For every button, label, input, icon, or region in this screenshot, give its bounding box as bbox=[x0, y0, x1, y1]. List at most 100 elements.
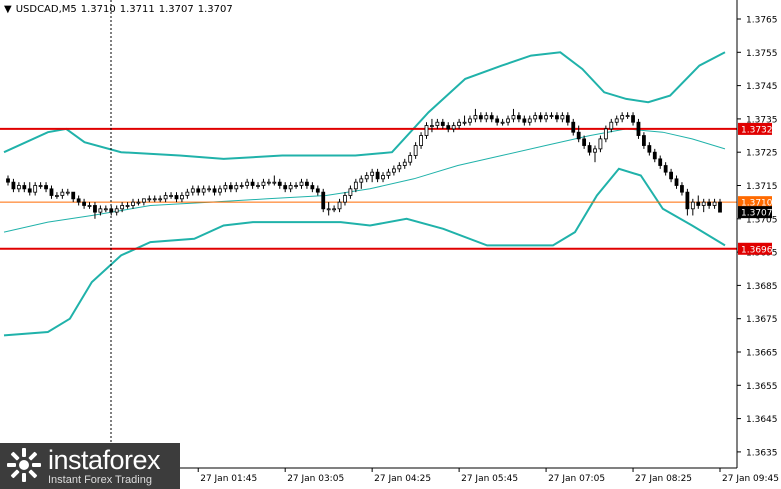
candle bbox=[642, 132, 646, 149]
candle-body bbox=[484, 115, 489, 120]
candle-body bbox=[658, 158, 663, 166]
last-bid-tag: 1.3707 bbox=[738, 206, 773, 219]
candle bbox=[685, 188, 690, 216]
candle-body bbox=[364, 175, 369, 180]
last-bid-tag-text: 1.3707 bbox=[741, 209, 773, 219]
candle-body bbox=[261, 181, 266, 186]
candle bbox=[484, 112, 489, 123]
candle bbox=[631, 112, 635, 126]
open-value: 1.3710 bbox=[80, 4, 116, 15]
candle bbox=[381, 172, 385, 183]
candle bbox=[451, 122, 456, 133]
instaforex-logo: instaforex Instant Forex Trading bbox=[0, 443, 180, 489]
candle-body bbox=[22, 185, 27, 190]
candle-body bbox=[440, 121, 445, 126]
candle-body bbox=[549, 115, 554, 117]
candle bbox=[250, 178, 255, 189]
candle bbox=[266, 178, 271, 186]
candle bbox=[658, 155, 663, 169]
candle bbox=[6, 175, 10, 186]
level-tag-1.3696-text: 1.3696 bbox=[741, 245, 773, 255]
y-tick-label: 1.3735 bbox=[746, 115, 778, 125]
candle bbox=[65, 188, 70, 196]
candle bbox=[489, 112, 494, 123]
candle bbox=[555, 112, 559, 123]
candle bbox=[424, 122, 429, 139]
candle bbox=[435, 118, 440, 129]
candle-body bbox=[544, 115, 548, 120]
candle bbox=[332, 205, 337, 213]
low-value: 1.3707 bbox=[158, 4, 194, 15]
candle-body bbox=[576, 131, 581, 140]
candle bbox=[544, 112, 548, 123]
candle bbox=[109, 205, 114, 216]
y-tick-label: 1.3715 bbox=[746, 182, 778, 192]
candle bbox=[27, 182, 32, 196]
candle bbox=[71, 191, 76, 203]
candle bbox=[60, 188, 65, 199]
candle bbox=[391, 165, 396, 176]
candle-body bbox=[245, 181, 250, 186]
candle bbox=[478, 112, 483, 123]
candle bbox=[598, 135, 603, 153]
candle bbox=[370, 168, 375, 183]
candle-body bbox=[299, 181, 304, 186]
candle-body bbox=[98, 208, 103, 213]
horizontal-levels[interactable] bbox=[0, 0, 737, 468]
candle-body bbox=[266, 181, 271, 184]
candle bbox=[169, 192, 173, 199]
candle bbox=[337, 198, 342, 213]
candle bbox=[419, 132, 423, 149]
candle-body bbox=[506, 118, 510, 123]
candle bbox=[413, 142, 418, 159]
candle bbox=[136, 198, 141, 206]
candle bbox=[533, 112, 538, 123]
candle-body bbox=[343, 195, 347, 203]
y-tick-label: 1.3725 bbox=[746, 149, 778, 159]
candle bbox=[663, 162, 668, 176]
candle-body bbox=[207, 188, 211, 191]
candle bbox=[446, 122, 451, 133]
candle-body bbox=[359, 178, 364, 183]
candle-body bbox=[27, 188, 32, 193]
candle-body bbox=[587, 145, 592, 153]
candle bbox=[234, 182, 239, 193]
candle-body bbox=[511, 115, 516, 120]
candle-body bbox=[647, 145, 652, 153]
candle-body bbox=[185, 191, 190, 196]
candle-body bbox=[348, 188, 353, 196]
candle-body bbox=[152, 198, 157, 201]
instaforex-logo-icon bbox=[7, 448, 41, 482]
candle bbox=[359, 175, 364, 189]
candle bbox=[44, 182, 48, 193]
x-tick-label: 27 Jan 07:05 bbox=[548, 474, 605, 484]
candle bbox=[620, 112, 625, 123]
candle bbox=[163, 192, 168, 203]
candle bbox=[288, 182, 293, 193]
last-bid-tag-bg bbox=[738, 206, 772, 219]
symbol-label: USDCAD,M5 bbox=[15, 4, 77, 15]
candle-body bbox=[424, 125, 429, 136]
current-price-tag-bg bbox=[738, 196, 772, 209]
candle-body bbox=[120, 205, 125, 210]
candle-body bbox=[277, 181, 282, 186]
candle-body bbox=[565, 115, 570, 123]
candle bbox=[549, 112, 554, 119]
candle bbox=[500, 118, 505, 126]
candle-body bbox=[288, 185, 293, 190]
header-arrow-icon[interactable]: ▼ bbox=[4, 4, 12, 15]
candle bbox=[614, 115, 619, 126]
candle bbox=[305, 178, 309, 189]
candle bbox=[707, 198, 712, 209]
candle-body bbox=[620, 115, 625, 120]
candle bbox=[174, 192, 179, 203]
candle-body bbox=[527, 118, 532, 123]
candle-body bbox=[522, 118, 527, 123]
candle bbox=[103, 205, 108, 213]
candle-body bbox=[201, 188, 206, 193]
candle bbox=[261, 178, 266, 189]
candle-body bbox=[310, 185, 315, 190]
candle bbox=[712, 198, 717, 209]
